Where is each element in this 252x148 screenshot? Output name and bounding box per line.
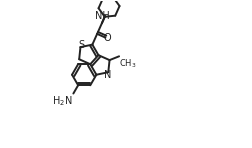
Text: N: N [104, 70, 111, 80]
Text: S: S [78, 40, 84, 49]
Text: NH: NH [95, 11, 109, 21]
Text: H$_2$N: H$_2$N [52, 95, 73, 108]
Text: CH$_3$: CH$_3$ [119, 57, 137, 70]
Text: O: O [104, 33, 111, 44]
